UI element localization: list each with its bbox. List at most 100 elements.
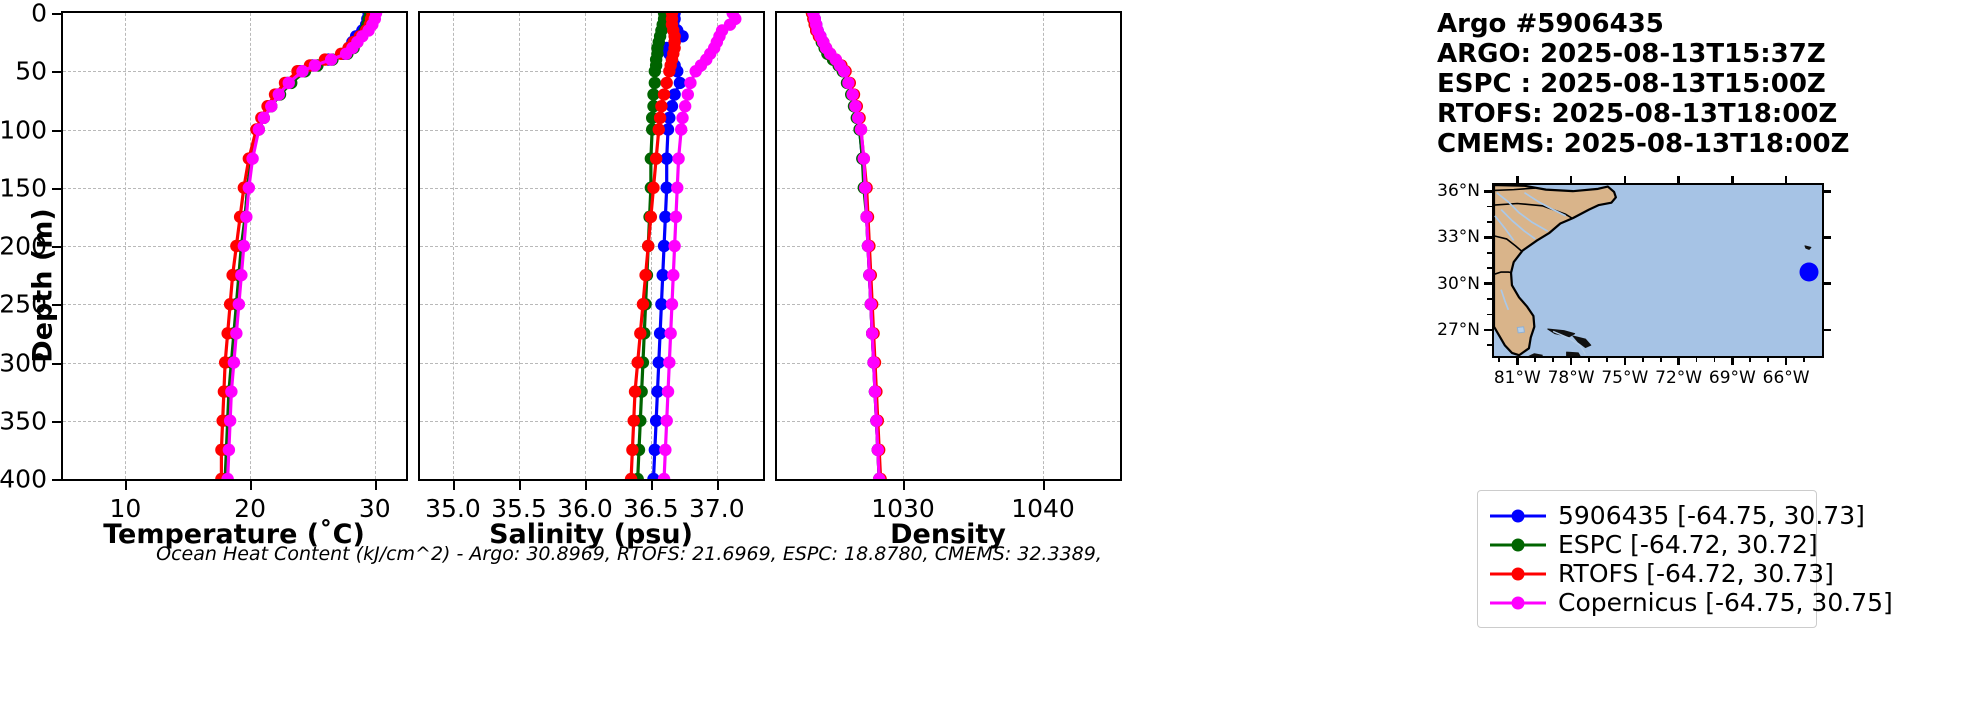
florida-keys (1528, 353, 1543, 356)
gridline-horizontal (777, 304, 1120, 306)
depth-tick-250: 250 (0, 289, 47, 319)
xtick-35.0: 35.0 (425, 494, 481, 523)
state-border-ga-fl (1494, 271, 1512, 276)
depth-tickmark (52, 479, 61, 481)
gridline-horizontal (420, 362, 763, 364)
map-lon-label-78°W: 78°W (1547, 368, 1595, 388)
legend-dot (1511, 567, 1525, 580)
xtickmark (903, 481, 905, 490)
map-lon-minor-tick (1641, 357, 1644, 362)
depth-tickmark (52, 362, 61, 365)
legend-dot (1511, 509, 1525, 522)
map-lon-minor-tick (1588, 357, 1590, 362)
legend-entry-2[interactable]: RTOFS [-64.72, 30.73] (1490, 559, 1834, 588)
gridline-horizontal (420, 420, 763, 422)
xtickmark (1043, 481, 1045, 490)
grand-bahama-island (1547, 328, 1576, 338)
gridline-horizontal (777, 420, 1120, 422)
xtick-37.0: 37.0 (688, 494, 745, 523)
map-lon-minor-tick (1731, 357, 1734, 362)
map-lat-label-30°N: 30°N (1437, 273, 1480, 294)
map-lat-minor-tick (1487, 251, 1492, 254)
map-lon-minor-tick (1659, 357, 1662, 362)
river-savannah (1494, 215, 1515, 241)
depth-tick-150: 150 (0, 173, 47, 203)
legend-entry-0[interactable]: 5906435 [-64.75, 30.73] (1490, 501, 1865, 530)
map-lat-label-36°N: 36°N (1437, 181, 1480, 202)
gridline-horizontal (420, 187, 763, 189)
bermuda-island (1804, 245, 1812, 250)
xtick-20: 20 (234, 494, 266, 523)
legend-marker-icon (1490, 509, 1546, 522)
gridline-horizontal (777, 187, 1120, 189)
depth-tickmark (52, 420, 61, 423)
depth-tick-350: 350 (0, 406, 47, 436)
depth-tick-200: 200 (0, 231, 47, 261)
location-map[interactable] (1492, 183, 1824, 358)
series-copernicus (221, 13, 383, 479)
map-lat-minor-tick (1487, 344, 1492, 347)
map-lon-minor-tick (1767, 357, 1770, 362)
gridline-horizontal (63, 187, 406, 189)
legend-dot (1511, 596, 1525, 609)
argo-id-line: Argo #5906435 (1437, 9, 1664, 39)
xtickmark (250, 481, 253, 490)
map-lon-minor-tick (1749, 357, 1752, 362)
depth-tickmark (52, 246, 61, 248)
salinity-series-graphic (624, 13, 742, 479)
map-lat-tick-right (1823, 236, 1831, 239)
gridline-horizontal (420, 304, 763, 306)
map-lon-minor-tick (1695, 357, 1698, 362)
river-cape-fear (1524, 191, 1567, 217)
depth-tick-100: 100 (0, 115, 47, 144)
map-lat-label-33°N: 33°N (1437, 227, 1480, 248)
xtickmark (650, 481, 653, 490)
map-lon-tick-top (1784, 176, 1788, 184)
map-lat-minor-tick (1487, 282, 1492, 285)
map-lon-minor-tick (1498, 357, 1501, 362)
map-lat-minor-tick (1487, 236, 1492, 239)
depth-tick-50: 50 (15, 56, 47, 86)
xtickmark (716, 481, 719, 490)
abaco-island (1572, 335, 1592, 349)
gridline-horizontal (777, 129, 1120, 131)
map-lat-minor-tick (1487, 267, 1492, 270)
density-axis-label: Density (890, 519, 1006, 550)
argo-time-line: ARGO: 2025-08-13T15:37Z (1437, 39, 1826, 69)
mainland-coastline (1494, 185, 1617, 356)
depth-tick-400: 400 (0, 464, 47, 494)
legend-entry-3[interactable]: Copernicus [-64.75, 30.75] (1490, 588, 1893, 617)
river-pee-dee (1496, 192, 1549, 232)
map-lat-minor-tick (1487, 190, 1492, 193)
gridline-horizontal (420, 129, 763, 131)
temperature-panel (61, 11, 408, 481)
xtick-1030: 1030 (871, 494, 935, 523)
xtickmark (374, 481, 377, 490)
xtickmark (518, 481, 521, 490)
map-lat-minor-tick (1487, 313, 1492, 316)
map-lon-minor-tick (1606, 357, 1608, 362)
temperature-axis-label: Temperature (˚C) (103, 519, 365, 550)
density-series-graphic (805, 13, 887, 479)
xtick-30: 30 (358, 494, 391, 523)
legend-entry-1[interactable]: ESPC [-64.72, 30.72] (1490, 530, 1818, 559)
gridline-horizontal (63, 71, 406, 73)
series-copernicus (657, 13, 742, 479)
depth-tick-0: 0 (31, 0, 47, 28)
cmems-time-line: CMEMS: 2025-08-13T18:00Z (1437, 129, 1850, 159)
legend-label: 5906435 [-64.75, 30.73] (1558, 501, 1865, 530)
profile-info-block: Argo #5906435 ARGO: 2025-08-13T15:37Z ES… (1437, 9, 1849, 159)
map-lon-minor-tick (1785, 357, 1788, 362)
salinity-axis-label: Salinity (psu) (489, 519, 693, 550)
map-lon-minor-tick (1803, 357, 1805, 362)
map-lat-minor-tick (1487, 328, 1492, 331)
map-lon-label-66°W: 66°W (1762, 368, 1810, 388)
state-border-va-nc (1494, 187, 1536, 192)
map-lon-label-81°W: 81°W (1493, 368, 1541, 388)
depth-tick-300: 300 (0, 348, 47, 377)
gridline-horizontal (420, 246, 763, 247)
xtick-36.5: 36.5 (623, 494, 679, 523)
argo-float-marker (1799, 262, 1819, 282)
coastline-graphic (1494, 185, 1822, 356)
